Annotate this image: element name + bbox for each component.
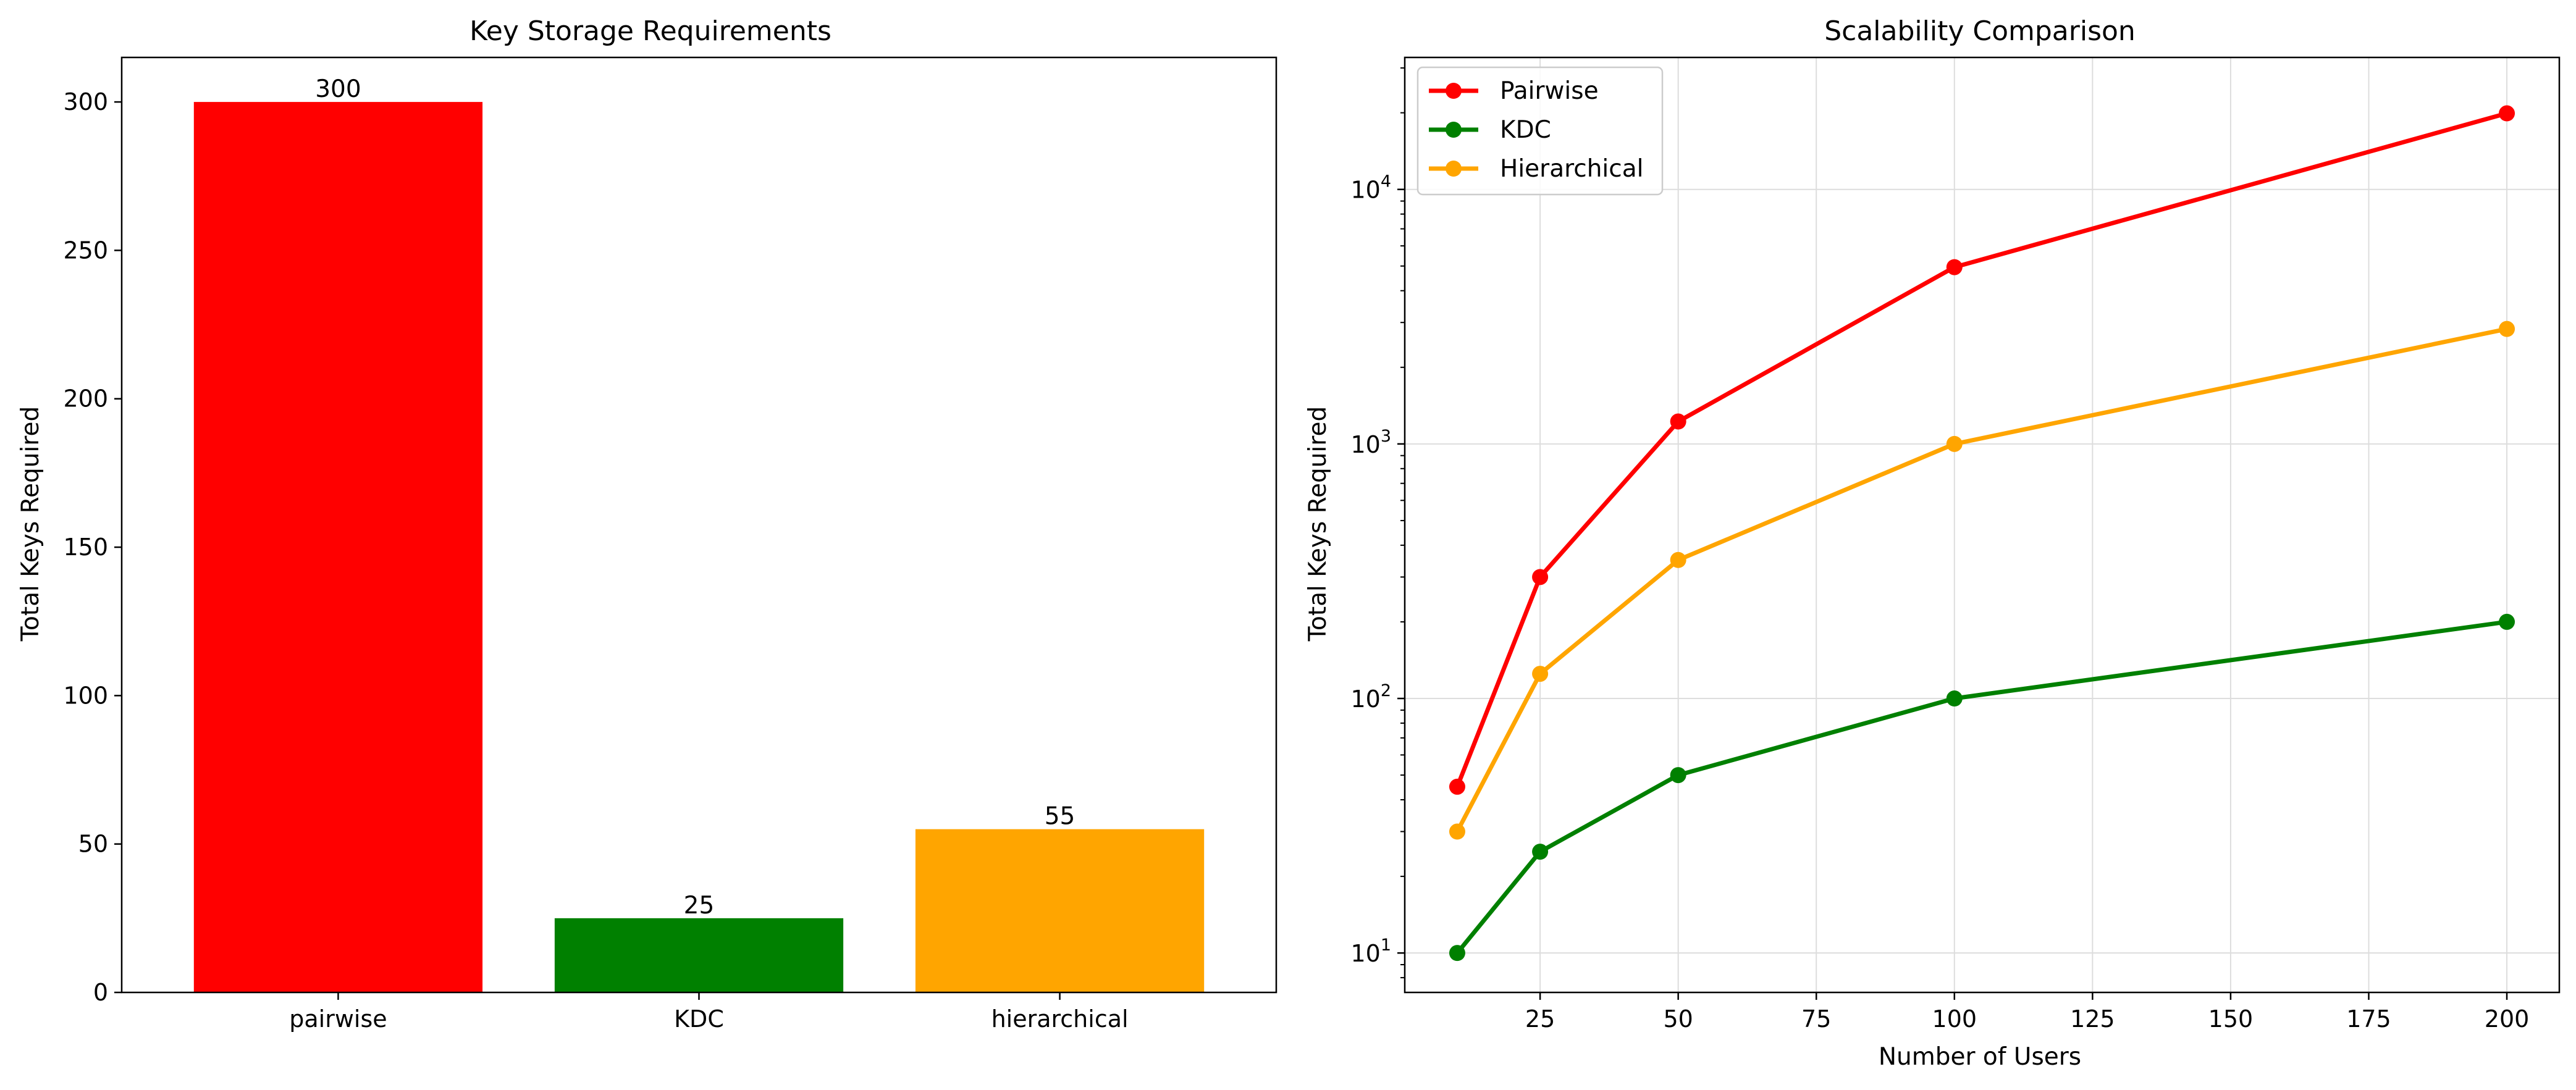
x-tick-label: pairwise	[289, 1005, 387, 1033]
point-kdc	[1532, 844, 1549, 860]
point-hierarchical	[1532, 666, 1549, 682]
point-hierarchical	[1946, 435, 1963, 452]
point-pairwise	[1946, 259, 1963, 275]
legend-marker-hierarchical	[1446, 161, 1462, 177]
point-pairwise	[2499, 105, 2515, 122]
y-tick-label: 50	[78, 831, 108, 858]
bar-chart-panel: Key Storage Requirements Total Keys Requ…	[17, 15, 1277, 1033]
point-hierarchical	[1449, 823, 1465, 840]
bar-value-label: 25	[684, 892, 715, 920]
point-hierarchical	[2499, 321, 2515, 337]
legend-marker-pairwise	[1446, 83, 1462, 99]
bar-value-label: 300	[315, 75, 361, 103]
legend-label-kdc: KDC	[1500, 116, 1551, 144]
bar-plot-area: 300 pairwise 25 KDC 55 hierarchical 0 50 100 150 2…	[63, 56, 1277, 1033]
line-plot-frame	[1404, 56, 2561, 994]
x-tick-label: 150	[2208, 1005, 2254, 1033]
bar-value-label: 55	[1045, 803, 1075, 831]
x-tick-label: 125	[2070, 1005, 2115, 1033]
y-tick-label: 200	[63, 385, 108, 413]
y-tick-label: 150	[63, 534, 108, 561]
y-tick-label: 250	[63, 237, 108, 264]
x-tick-label: 75	[1801, 1005, 1831, 1033]
y-tick-label: 0	[93, 979, 108, 1006]
legend-label-hierarchical: Hierarchical	[1500, 155, 1643, 183]
x-tick-label: 175	[2346, 1005, 2391, 1033]
point-pairwise	[1449, 778, 1465, 795]
point-kdc	[1946, 690, 1963, 707]
bar-plot-frame	[120, 56, 1277, 994]
legend-marker-kdc	[1446, 122, 1462, 138]
line-chart-x-axis-label: Number of Users	[1879, 1043, 2081, 1071]
bar-chart-title: Key Storage Requirements	[469, 15, 831, 47]
bar-pairwise	[193, 102, 483, 993]
point-kdc	[1670, 767, 1686, 784]
bar-kdc	[554, 918, 844, 992]
line-chart-title: Scalability Comparison	[1824, 15, 2136, 47]
point-hierarchical	[1670, 551, 1686, 568]
bar-chart-y-axis-label: Total Keys Required	[17, 406, 44, 642]
x-tick-label: KDC	[674, 1005, 724, 1033]
line-chart-legend: Pairwise KDC Hierarchical	[1416, 66, 1664, 196]
y-tick-label: 300	[63, 88, 108, 115]
legend-label-pairwise: Pairwise	[1500, 77, 1599, 105]
point-kdc	[2499, 613, 2515, 630]
point-pairwise	[1532, 569, 1549, 585]
x-tick-label: 50	[1663, 1005, 1693, 1033]
point-pairwise	[1670, 413, 1686, 430]
x-tick-label: hierarchical	[991, 1005, 1129, 1033]
y-tick-label: 100	[63, 682, 108, 709]
line-chart-y-axis-label: Total Keys Required	[1304, 406, 1332, 642]
legend-box	[1416, 66, 1664, 196]
line-chart-panel: Scalability Comparison Total Keys Requir…	[1304, 15, 2561, 1071]
x-tick-label: 100	[1932, 1005, 1977, 1033]
bar-hierarchical	[915, 829, 1205, 992]
point-kdc	[1449, 945, 1465, 962]
x-tick-label: 200	[2485, 1005, 2530, 1033]
x-tick-label: 25	[1525, 1005, 1555, 1033]
